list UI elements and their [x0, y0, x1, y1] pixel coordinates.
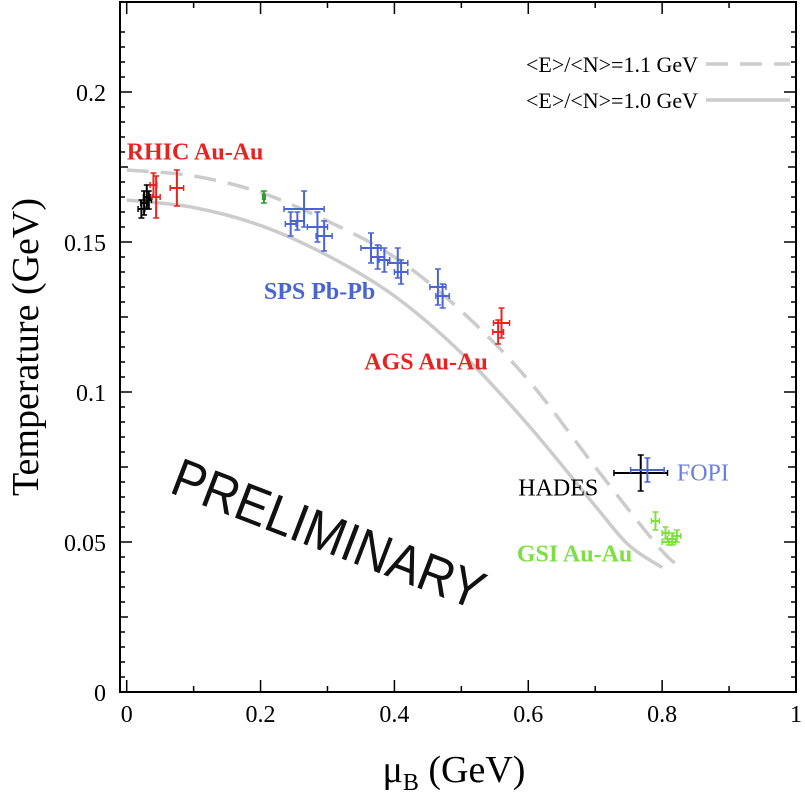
annotations: RHIC Au-Au SPS Pb-Pb AGS Au-Au HADES FOPI GSI… — [127, 140, 729, 568]
legend-label: <E>/<N>=1.0 GeV — [526, 88, 698, 113]
series-hades — [613, 454, 669, 492]
y-tick-label: 0.15 — [64, 231, 106, 257]
data-point — [613, 454, 669, 492]
model-curves — [126, 168, 686, 570]
data-point — [435, 283, 451, 309]
x-tick-label: 0.8 — [647, 702, 677, 728]
y-tick-label: 0.1 — [76, 381, 106, 407]
data-point — [629, 457, 665, 483]
data-point — [492, 307, 511, 339]
x-tick-label: 1 — [790, 702, 802, 728]
curve-dashed — [126, 168, 686, 570]
data-point — [393, 259, 409, 285]
series-fopi — [629, 457, 665, 483]
x-axis-label-sub: B — [403, 770, 419, 796]
annotation-ags-au-au: AGS Au-Au — [364, 350, 487, 376]
x-tick-label: 0.4 — [379, 702, 409, 728]
legend-label: <E>/<N>=1.1 GeV — [526, 52, 698, 77]
annotation-gsi-au-au: GSI Au-Au — [517, 542, 632, 568]
y-axis-label: Temperature (GeV) — [5, 198, 47, 496]
x-axis-ticks: 0 0.2 0.4 0.6 0.8 1 — [121, 2, 802, 728]
y-axis-ticks: 0 0.05 0.1 0.15 0.2 — [64, 31, 796, 707]
x-tick-label: 0.6 — [513, 702, 543, 728]
curve-solid — [126, 198, 664, 569]
series-sps-green — [260, 190, 267, 204]
series-ags-au-au — [492, 307, 511, 345]
annotation-sps-pb-pb: SPS Pb-Pb — [264, 279, 375, 305]
annotation-hades: HADES — [518, 476, 598, 502]
series-rhic-au-au — [149, 169, 185, 219]
data-point — [169, 169, 185, 207]
x-axis-label-unit: (GeV) — [419, 749, 526, 791]
data-point — [145, 190, 153, 210]
x-axis-label: μB (GeV) — [383, 749, 526, 796]
data-point — [283, 190, 325, 228]
series-gsi-au-au — [650, 511, 682, 546]
y-tick-label: 0.2 — [76, 81, 106, 107]
x-axis-label-main: μ — [383, 749, 403, 791]
watermark: PRELIMINARY — [164, 447, 494, 621]
data-point — [315, 220, 333, 252]
data-point — [151, 175, 161, 219]
annotation-rhic-au-au: RHIC Au-Au — [127, 140, 264, 166]
x-tick-label: 0 — [121, 702, 133, 728]
y-tick-label: 0.05 — [64, 531, 106, 557]
data-point — [650, 511, 661, 531]
legend: <E>/<N>=1.1 GeV <E>/<N>=1.0 GeV — [526, 52, 790, 113]
x-tick-label: 0.2 — [246, 702, 276, 728]
annotation-fopi: FOPI — [677, 461, 729, 487]
series-sps-pb-pb — [283, 190, 451, 309]
data-point — [661, 526, 670, 540]
data-point — [260, 190, 267, 204]
data-point — [672, 529, 682, 543]
series-hades-like-black — [137, 184, 153, 219]
data-points — [137, 169, 682, 546]
y-tick-label: 0 — [94, 681, 106, 707]
